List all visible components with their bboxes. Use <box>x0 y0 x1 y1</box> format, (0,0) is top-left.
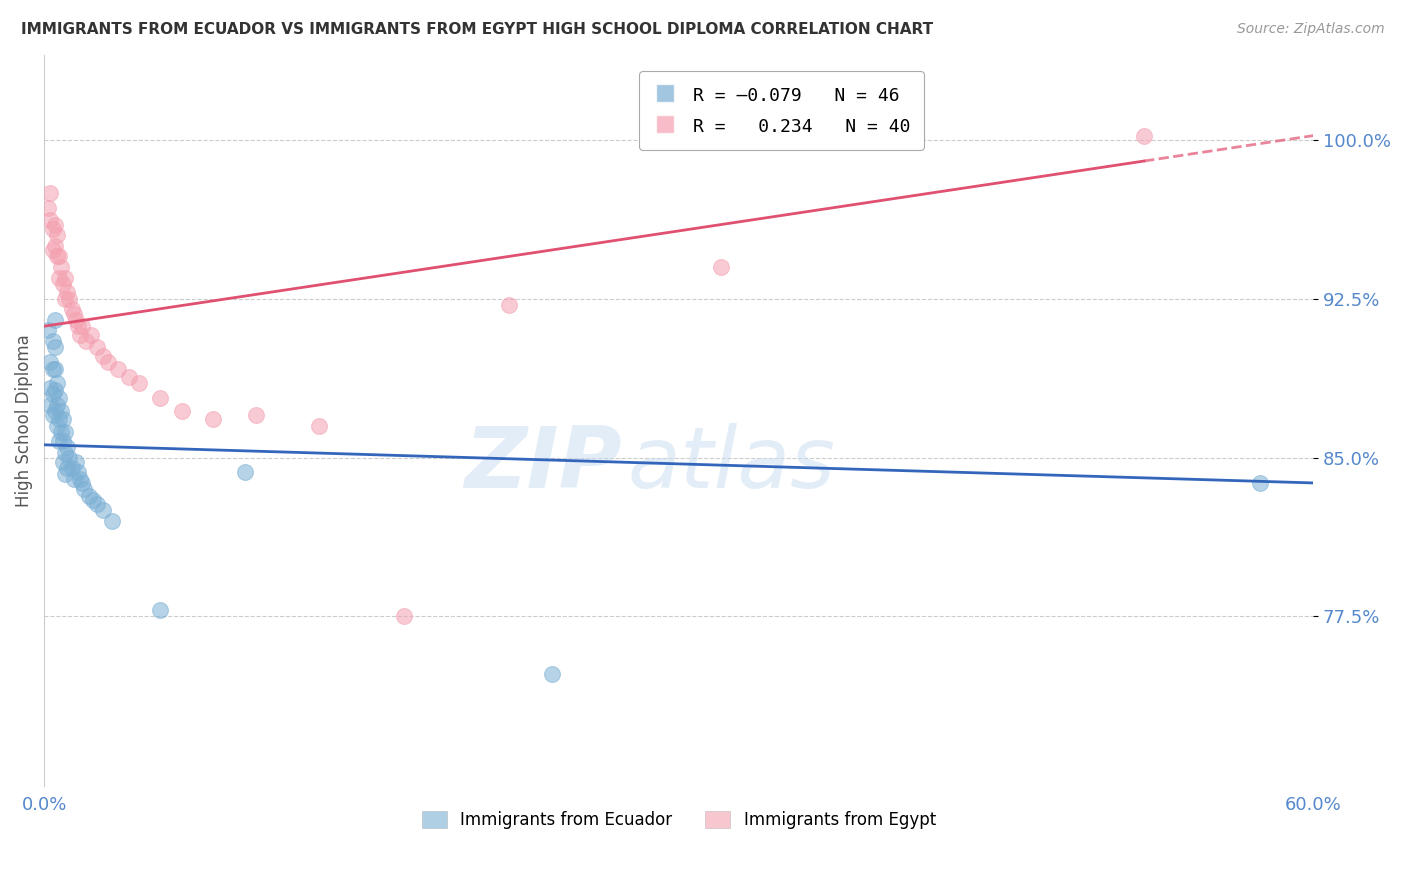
Point <box>44 383 66 397</box>
Point <box>66 319 89 334</box>
Point <box>77 489 100 503</box>
Point <box>44 313 66 327</box>
Point <box>48 434 70 448</box>
Point <box>44 238 66 252</box>
Point <box>540 666 562 681</box>
Point <box>48 391 70 405</box>
Point <box>79 327 101 342</box>
Point <box>53 446 76 460</box>
Point <box>48 270 70 285</box>
Point <box>91 503 114 517</box>
Point <box>49 260 72 274</box>
Point <box>53 270 76 285</box>
Point <box>245 408 267 422</box>
Point <box>308 418 330 433</box>
Point <box>41 408 63 422</box>
Point <box>41 243 63 257</box>
Point <box>65 313 87 327</box>
Point <box>1133 128 1156 143</box>
Point <box>97 355 120 369</box>
Point <box>52 455 75 469</box>
Point <box>1249 475 1271 490</box>
Point <box>70 475 93 490</box>
Point <box>48 249 70 263</box>
Point <box>392 609 415 624</box>
Point <box>65 455 87 469</box>
Point <box>39 186 62 200</box>
Point <box>45 249 67 263</box>
Point <box>118 370 141 384</box>
Point <box>41 222 63 236</box>
Point <box>128 376 150 391</box>
Legend: Immigrants from Ecuador, Immigrants from Egypt: Immigrants from Ecuador, Immigrants from… <box>415 805 942 836</box>
Point <box>53 292 76 306</box>
Point <box>149 391 172 405</box>
Point <box>49 425 72 439</box>
Point <box>75 334 97 348</box>
Point <box>56 285 79 300</box>
Point <box>58 450 80 465</box>
Point <box>70 319 93 334</box>
Y-axis label: High School Diploma: High School Diploma <box>15 334 32 507</box>
Point <box>44 361 66 376</box>
Point <box>60 302 83 317</box>
Point <box>107 361 129 376</box>
Text: Source: ZipAtlas.com: Source: ZipAtlas.com <box>1237 22 1385 37</box>
Point <box>69 472 91 486</box>
Point <box>60 461 83 475</box>
Point <box>53 467 76 482</box>
Point <box>149 603 172 617</box>
Point <box>58 292 80 306</box>
Point <box>86 340 108 354</box>
Point <box>49 404 72 418</box>
Point <box>498 298 520 312</box>
Point <box>202 412 225 426</box>
Point <box>69 327 91 342</box>
Point <box>101 514 124 528</box>
Point <box>62 306 84 320</box>
Point <box>41 387 63 401</box>
Point <box>37 201 59 215</box>
Text: IMMIGRANTS FROM ECUADOR VS IMMIGRANTS FROM EGYPT HIGH SCHOOL DIPLOMA CORRELATION: IMMIGRANTS FROM ECUADOR VS IMMIGRANTS FR… <box>21 22 934 37</box>
Point <box>62 472 84 486</box>
Point <box>45 418 67 433</box>
Point <box>44 404 66 418</box>
Point <box>44 340 66 354</box>
Point <box>39 213 62 227</box>
Point <box>91 349 114 363</box>
Point <box>45 376 67 391</box>
Text: atlas: atlas <box>628 423 837 506</box>
Point <box>52 434 75 448</box>
Point <box>41 334 63 348</box>
Point <box>45 398 67 412</box>
Point <box>45 228 67 243</box>
Point <box>170 404 193 418</box>
Point <box>39 381 62 395</box>
Point <box>41 361 63 376</box>
Text: ZIP: ZIP <box>464 423 621 506</box>
Point <box>44 218 66 232</box>
Point <box>39 398 62 412</box>
Point <box>56 440 79 454</box>
Point <box>39 355 62 369</box>
Point <box>233 466 256 480</box>
Point <box>73 483 96 497</box>
Point <box>37 323 59 337</box>
Point <box>86 497 108 511</box>
Point <box>66 466 89 480</box>
Point <box>48 412 70 426</box>
Point <box>56 461 79 475</box>
Point <box>52 277 75 291</box>
Point <box>53 425 76 439</box>
Point <box>52 412 75 426</box>
Point <box>82 492 104 507</box>
Point <box>710 260 733 274</box>
